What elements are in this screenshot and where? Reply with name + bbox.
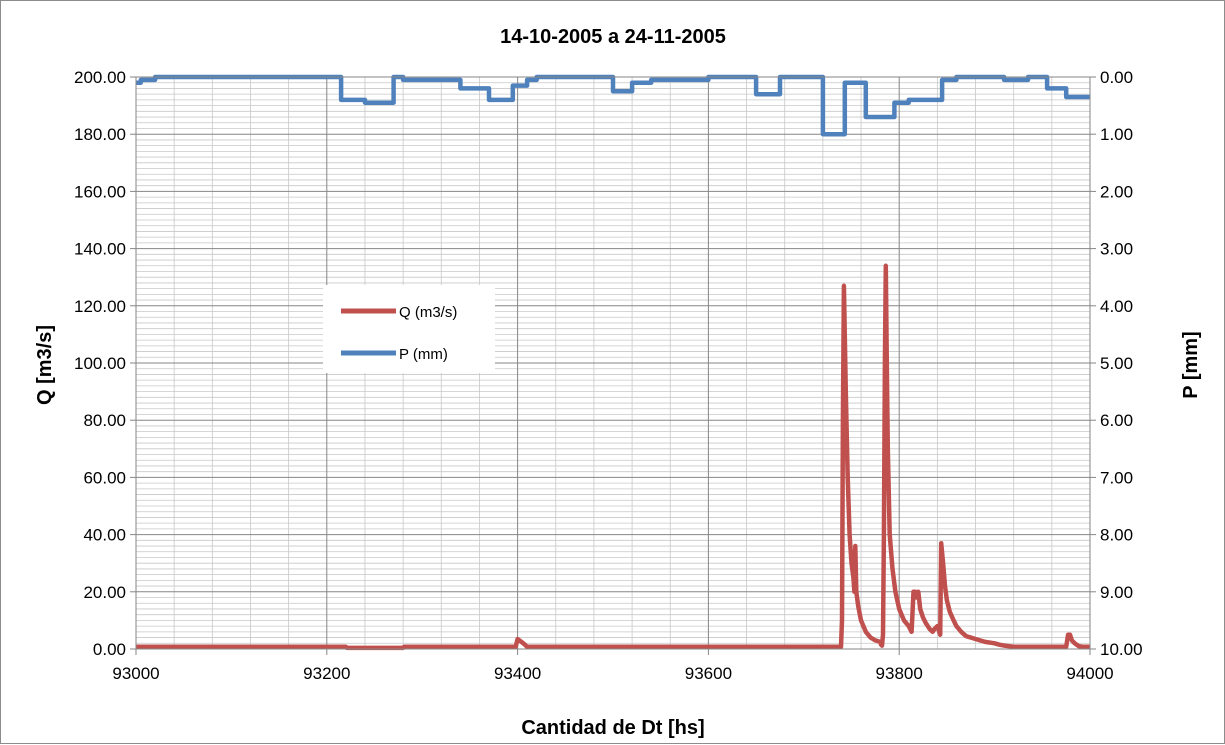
- y2-axis-label: P [mm]: [1180, 331, 1202, 398]
- y2-tick-label: 6.00: [1100, 411, 1133, 430]
- chart-title: 14-10-2005 a 24-11-2005: [500, 26, 726, 48]
- y-tick-label: 120.00: [74, 297, 126, 316]
- y-tick-label: 140.00: [74, 240, 126, 259]
- y-tick-label: 40.00: [83, 526, 126, 545]
- legend-label-p: P (mm): [399, 346, 448, 363]
- y2-tick-label: 7.00: [1100, 468, 1133, 487]
- x-tick-label: 93400: [494, 664, 541, 683]
- y-tick-label: 80.00: [83, 411, 126, 430]
- y-tick-label: 20.00: [83, 583, 126, 602]
- y2-tick-label: 4.00: [1100, 297, 1133, 316]
- x-axis-label: Cantidad de Dt [hs]: [521, 717, 704, 739]
- x-tick-label: 93600: [685, 664, 732, 683]
- y-tick-label: 180.00: [74, 125, 126, 144]
- y2-tick-label: 10.00: [1100, 640, 1143, 659]
- gridlines: [135, 76, 1091, 650]
- y2-tick-label: 5.00: [1100, 354, 1133, 373]
- y-tick-label: 60.00: [83, 468, 126, 487]
- x-tick-label: 93000: [112, 664, 159, 683]
- y-tick-label: 0.00: [93, 640, 126, 659]
- y-tick-label: 160.00: [74, 182, 126, 201]
- x-tick-label: 94000: [1066, 664, 1113, 683]
- y2-tick-label: 2.00: [1100, 182, 1133, 201]
- y-tick-label: 100.00: [74, 354, 126, 373]
- y-axis-label: Q [m3/s]: [34, 325, 56, 405]
- legend: Q (m3/s) P (mm): [323, 285, 495, 373]
- y2-tick-label: 8.00: [1100, 526, 1133, 545]
- legend-label-q: Q (m3/s): [399, 304, 457, 321]
- y2-tick-label: 0.00: [1100, 68, 1133, 87]
- series-line-q: [136, 263, 1090, 651]
- x-tick-label: 93200: [303, 664, 350, 683]
- axes: 0.00 20.00 40.00 60.00 80.00 100.00 120.00 140.…: [74, 68, 1143, 683]
- y2-tick-label: 1.00: [1100, 125, 1133, 144]
- y-tick-label: 200.00: [74, 68, 126, 87]
- y2-tick-label: 9.00: [1100, 583, 1133, 602]
- x-tick-label: 93800: [876, 664, 923, 683]
- legend-box: [323, 285, 495, 373]
- y2-tick-label: 3.00: [1100, 240, 1133, 259]
